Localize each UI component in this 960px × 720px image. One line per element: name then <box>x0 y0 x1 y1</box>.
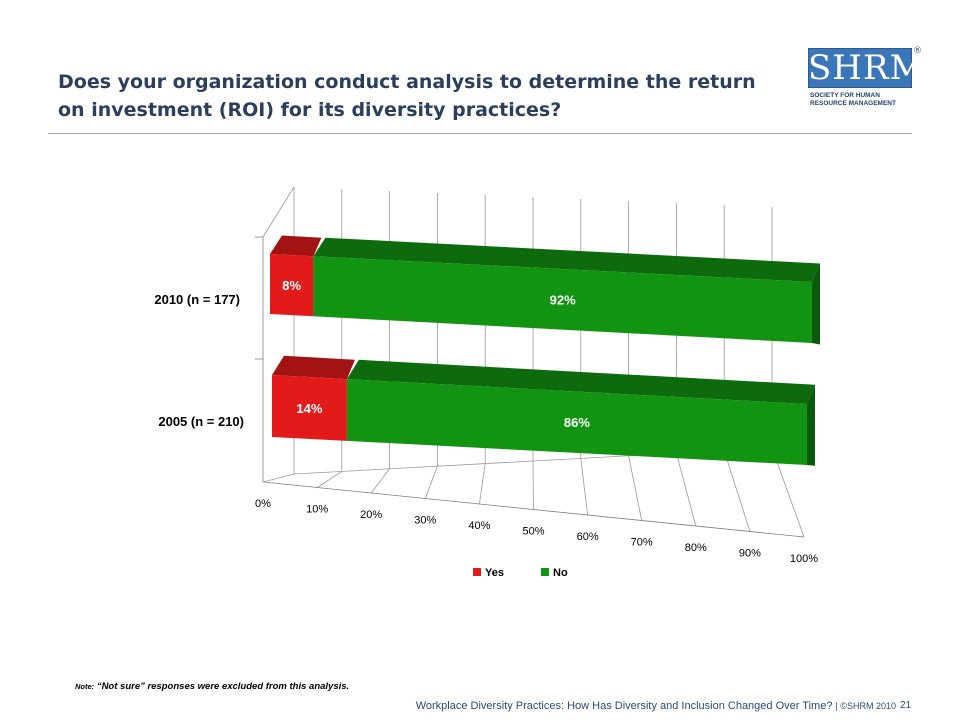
title-divider <box>48 133 912 134</box>
bar-side-no <box>807 384 815 466</box>
gridline-floor <box>479 463 486 505</box>
category-label-2010: 2010 (n = 177) <box>154 292 240 307</box>
bar-segment-yes <box>272 375 347 441</box>
x-tick-label: 90% <box>739 548 761 560</box>
bar-segment-no <box>346 379 807 465</box>
bar-top-no <box>346 359 815 404</box>
x-tick-label: 30% <box>414 515 436 527</box>
data-label: 86% <box>564 415 590 430</box>
legend-label-no: No <box>553 567 568 579</box>
bar-top-no <box>313 237 820 282</box>
footnote-text: “Not sure” responses were excluded from … <box>96 681 350 692</box>
slide-title: Does your organization conduct analysis … <box>58 71 756 121</box>
data-label: 92% <box>550 292 576 307</box>
gridline-floor <box>424 466 438 499</box>
bar-segment-yes <box>270 254 314 317</box>
footer-title: Workplace Diversity Practices: How Has D… <box>415 700 833 712</box>
legend-label-yes: Yes <box>485 567 504 579</box>
page-number: 21 <box>900 700 912 711</box>
x-tick-label: 40% <box>468 520 490 532</box>
x-tick-label: 0% <box>255 498 271 510</box>
x-tick-label: 80% <box>685 542 707 554</box>
gridline-floor <box>676 453 697 527</box>
gridline-floor <box>316 471 343 488</box>
legend-swatch-no <box>541 568 549 576</box>
data-label: 8% <box>282 278 301 293</box>
bar-segment-no <box>313 256 812 343</box>
category-label-2005: 2005 (n = 210) <box>158 414 244 429</box>
x-tick-label: 10% <box>306 504 328 516</box>
logo-subtitle-line1: SOCIETY FOR HUMAN <box>810 92 880 99</box>
footer-copyright: | ©SHRM 2010 <box>835 701 897 711</box>
x-tick-label: 100% <box>790 553 818 565</box>
logo-subtitle: SOCIETY FOR HUMAN RESOURCE MANAGEMENT <box>810 92 920 108</box>
gridline-floor <box>580 458 588 516</box>
gridline-floor <box>628 455 643 521</box>
gridline-floor <box>723 450 751 532</box>
gridline-floor <box>370 468 390 494</box>
logo-subtitle-line2: RESOURCE MANAGEMENT <box>810 100 896 107</box>
shrm-logo: SHRM ® SOCIETY FOR HUMAN RESOURCE MANAGE… <box>808 46 926 114</box>
logo-wordmark: SHRM <box>808 48 926 88</box>
logo-box <box>808 48 912 88</box>
gridline-floor <box>532 460 534 510</box>
bar-top-yes <box>270 235 322 257</box>
data-label: 14% <box>296 401 322 416</box>
bar-side-no <box>812 263 820 345</box>
legend-swatch-yes <box>473 568 481 576</box>
x-axis-line <box>262 481 805 538</box>
x-tick-label: 50% <box>522 526 544 538</box>
wall-top-edge <box>262 186 295 238</box>
footnote: Note: “Not sure” responses were excluded… <box>75 681 349 692</box>
x-tick-label: 60% <box>577 531 599 543</box>
x-tick-label: 70% <box>631 537 653 549</box>
slide-footer: Workplace Diversity Practices: How Has D… <box>0 700 896 712</box>
gridline-floor <box>262 473 295 483</box>
x-tick-label: 20% <box>360 509 382 521</box>
logo-registered-mark: ® <box>913 46 922 56</box>
bar-top-yes <box>272 355 355 380</box>
footnote-prefix: Note: <box>75 682 95 691</box>
